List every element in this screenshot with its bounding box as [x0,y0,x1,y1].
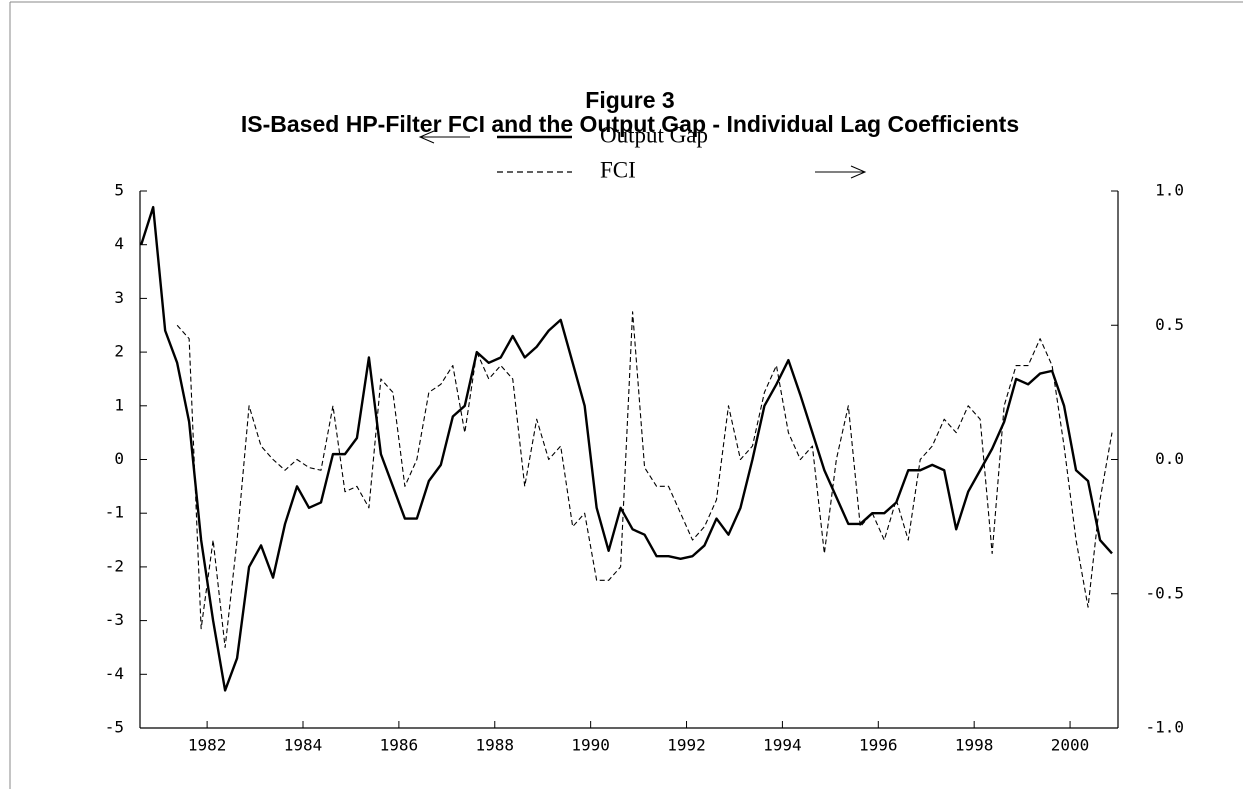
chart-title: Figure 3 [585,87,674,113]
x-tick-label: 1994 [763,736,802,755]
y-tick-label: 4 [114,234,124,253]
y-tick-label: -3 [105,610,124,629]
y2-tick-label: 0.5 [1155,315,1184,334]
y2-tick-label: -1.0 [1145,718,1184,737]
x-tick-label: 1992 [667,736,706,755]
chart-subtitle: IS-Based HP-Filter FCI and the Output Ga… [241,111,1019,137]
y-tick-label: 1 [114,395,124,414]
y-tick-label: -4 [105,664,124,683]
series-line [140,205,1113,692]
legend: Output Gap FCI [418,122,867,182]
x-tick-label: 1990 [571,736,610,755]
y-tick-label: -5 [105,718,124,737]
x-tick-label: 1984 [284,736,323,755]
x-tick-label: 1986 [380,736,419,755]
y2-tick-label: -0.5 [1145,583,1184,602]
legend-arrow-right-head [850,165,867,179]
x-tick-label: 1988 [475,736,514,755]
legend-arrow-left-head [418,130,435,144]
y-tick-label: -1 [105,503,124,522]
y-tick-label: -2 [105,556,124,575]
x-tick-label: 2000 [1051,736,1090,755]
series-line [176,311,1113,648]
x-tick-label: 1996 [859,736,898,755]
legend-label: FCI [600,157,636,182]
y-tick-label: 5 [114,181,124,200]
legend-label: Output Gap [600,122,708,147]
x-tick-label: 1982 [188,736,227,755]
x-tick-label: 1998 [955,736,994,755]
y-tick-label: 3 [114,288,124,307]
y-tick-label: 0 [114,449,124,468]
y2-tick-label: 1.0 [1155,181,1184,200]
y2-tick-label: 0.0 [1155,449,1184,468]
y-tick-label: 2 [114,342,124,361]
